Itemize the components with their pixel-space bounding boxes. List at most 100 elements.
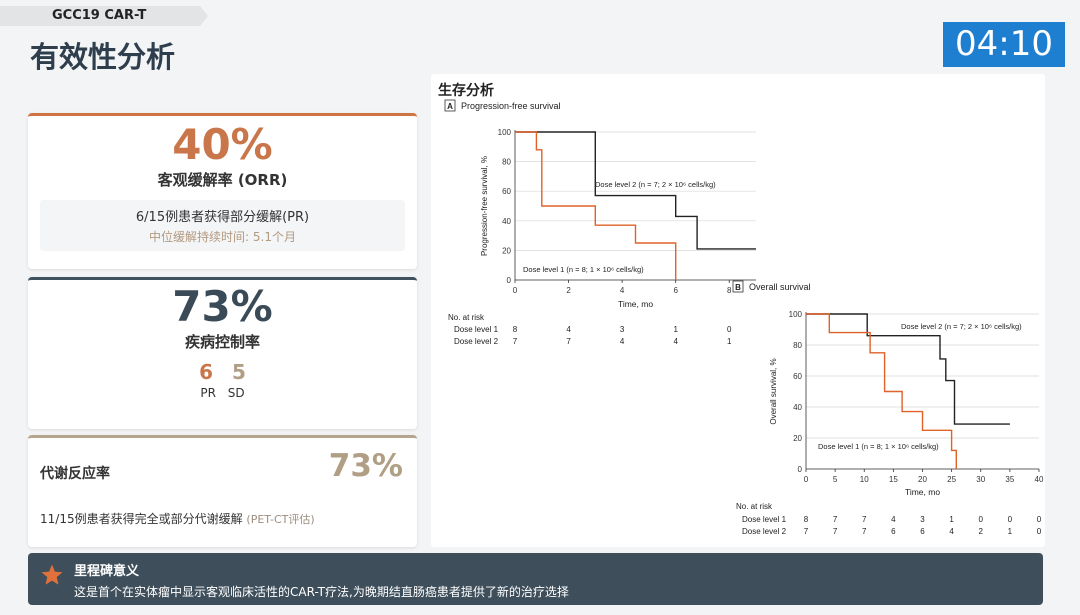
risk-value: 0 [727, 325, 732, 334]
y-tick-label: 0 [507, 276, 512, 285]
y-tick-label: 20 [502, 246, 511, 255]
x-tick-label: 2 [566, 286, 571, 295]
dcr-value: 73% [172, 282, 273, 331]
risk-row-label: Dose level 2 [454, 337, 499, 346]
y-tick-label: 40 [502, 217, 511, 226]
dcr-label: 疾病控制率 [184, 333, 260, 351]
chart-title: Overall survival [749, 282, 811, 292]
x-tick-label: 15 [889, 475, 898, 484]
mrr-detail: 11/15例患者获得完全或部分代谢缓解 [40, 512, 243, 526]
y-tick-label: 80 [502, 158, 511, 167]
risk-value: 7 [513, 337, 518, 346]
risk-row-label: Dose level 2 [742, 527, 787, 536]
risk-row-label: Dose level 1 [454, 325, 499, 334]
orr-duration: 中位缓解持续时间: 5.1个月 [149, 230, 296, 244]
panel-letter-box [444, 99, 456, 112]
risk-value: 4 [620, 337, 625, 346]
orr-detail-box: 6/15例患者获得部分缓解(PR) 中位缓解持续时间: 5.1个月 [40, 200, 405, 251]
risk-value: 0 [979, 515, 984, 524]
survival-panel: 生存分析 A Progression-free survival 0 20 40 60 80… [431, 74, 1045, 547]
x-axis-label: Time, mo [905, 487, 940, 497]
series-line [806, 313, 1010, 425]
x-tick-label: 6 [673, 286, 678, 295]
y-tick-label: 60 [502, 187, 511, 196]
x-tick-label: 10 [860, 475, 869, 484]
risk-value: 0 [1037, 527, 1042, 536]
risk-value: 7 [862, 527, 867, 536]
sd-label: SD [227, 386, 245, 400]
series-label: Dose level 2 (n = 7; 2 × 10⁶ cells/kg) [901, 322, 1022, 331]
risk-table-header: No. at risk [448, 313, 485, 322]
series-label: Dose level 2 (n = 7; 2 × 10⁶ cells/kg) [595, 180, 716, 189]
y-axis-label: Progression-free survival, % [480, 156, 489, 256]
x-tick-label: 8 [727, 286, 732, 295]
risk-table-header: No. at risk [736, 502, 773, 511]
x-tick-label: 30 [976, 475, 985, 484]
section-tag: GCC19 CAR-T [0, 6, 208, 26]
star-icon [41, 564, 63, 585]
x-tick-label: 35 [1005, 475, 1014, 484]
survival-title: 生存分析 [438, 83, 494, 99]
countdown-timer: 04:10 [943, 22, 1065, 67]
risk-value: 1 [673, 325, 678, 334]
series-line [515, 131, 677, 280]
y-tick-label: 20 [793, 434, 802, 443]
series-line [806, 313, 957, 469]
risk-value: 7 [566, 337, 571, 346]
risk-value: 6 [920, 527, 925, 536]
mrr-value: 73% [328, 448, 403, 484]
x-axis-label: Time, mo [618, 299, 653, 309]
milestone-title: 里程碑意义 [74, 564, 140, 579]
risk-value: 1 [727, 337, 732, 346]
y-tick-label: 100 [789, 310, 803, 319]
pr-count: 6 [199, 360, 214, 384]
risk-value: 4 [949, 527, 954, 536]
mrr-note: (PET-CT评估) [246, 513, 315, 526]
pr-label: PR [200, 386, 216, 400]
risk-value: 3 [920, 515, 925, 524]
sd-count: 5 [231, 360, 246, 384]
chart-title: Progression-free survival [461, 101, 561, 111]
metabolic-response-card: 代谢反应率 73% 11/15例患者获得完全或部分代谢缓解 (PET-CT评估) [28, 435, 417, 547]
y-tick-label: 40 [793, 403, 802, 412]
x-tick-label: 4 [620, 286, 625, 295]
risk-value: 3 [620, 325, 625, 334]
y-axis-label: Overall survival, % [769, 358, 778, 424]
milestone-banner: 里程碑意义 这是首个在实体瘤中显示客观临床活性的CAR-T疗法,为晚期结直肠癌患… [28, 553, 1043, 605]
risk-value: 4 [673, 337, 678, 346]
x-tick-label: 0 [804, 475, 809, 484]
page-title: 有效性分析 [30, 40, 176, 74]
series-line [515, 131, 756, 250]
risk-value: 8 [513, 325, 518, 334]
risk-value: 7 [862, 515, 867, 524]
orr-detail: 6/15例患者获得部分缓解(PR) [135, 210, 310, 225]
pr-sd-counts: 6 5 [28, 360, 417, 384]
risk-value: 7 [833, 527, 838, 536]
risk-row-label: Dose level 1 [742, 515, 787, 524]
y-tick-label: 80 [793, 341, 802, 350]
risk-value: 7 [804, 527, 809, 536]
risk-value: 0 [1008, 515, 1013, 524]
x-tick-label: 20 [918, 475, 927, 484]
mrr-detail-line: 11/15例患者获得完全或部分代谢缓解 (PET-CT评估) [40, 510, 315, 527]
x-tick-label: 25 [947, 475, 956, 484]
y-tick-label: 0 [798, 465, 803, 474]
risk-value: 1 [949, 515, 954, 524]
dcr-card: 73% 疾病控制率 6 5 PR SD [28, 277, 417, 429]
orr-label: 客观缓解率 (ORR) [157, 171, 288, 189]
risk-value: 0 [1037, 515, 1042, 524]
y-tick-label: 100 [498, 128, 512, 137]
x-tick-label: 5 [833, 475, 838, 484]
risk-value: 6 [891, 527, 896, 536]
orr-card: 40% 客观缓解率 (ORR) 6/15例患者获得部分缓解(PR) 中位缓解持续… [28, 113, 417, 269]
series-label: Dose level 1 (n = 8; 1 × 10⁶ cells/kg) [818, 442, 939, 451]
risk-value: 8 [804, 515, 809, 524]
pr-sd-labels: PR SD [28, 386, 417, 400]
milestone-desc: 这是首个在实体瘤中显示客观临床活性的CAR-T疗法,为晚期结直肠癌患者提供了新的… [74, 585, 569, 599]
panel-letter: A [447, 102, 453, 111]
mrr-label: 代谢反应率 [40, 466, 110, 482]
risk-value: 7 [833, 515, 838, 524]
series-label: Dose level 1 (n = 8; 1 × 10⁶ cells/kg) [523, 265, 644, 274]
y-tick-label: 60 [793, 372, 802, 381]
